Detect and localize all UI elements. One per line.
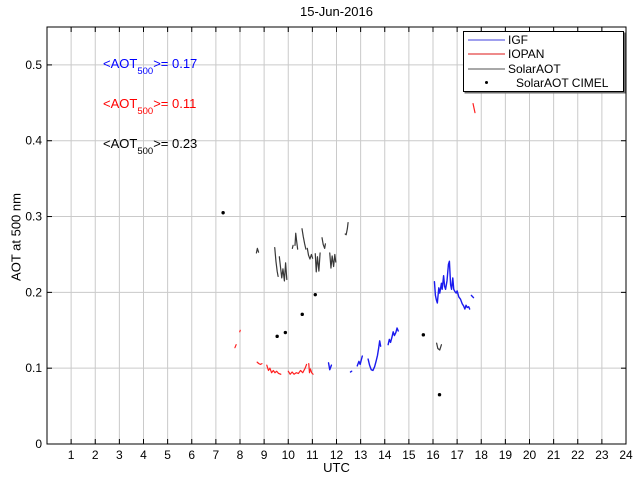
annotation-pre: <AOT: [103, 96, 138, 111]
legend-entry-solaraot-cimel: SolarAOT CIMEL: [464, 76, 623, 90]
annotation-pre: <AOT: [103, 56, 138, 71]
data-trace-igf: [356, 355, 364, 367]
data-point-solaraot-cimel: [221, 211, 225, 215]
dot-icon: [484, 81, 488, 85]
x-tick-label-13: 13: [354, 448, 368, 462]
data-trace-iopan: [308, 363, 314, 375]
x-tick-label-14: 14: [378, 448, 392, 462]
data-trace-igf: [349, 370, 353, 373]
x-tick-label-10: 10: [282, 448, 296, 462]
x-tick-label-9: 9: [261, 448, 268, 462]
data-trace-igf: [470, 294, 475, 299]
legend-entry-iopan: IOPAN: [464, 47, 623, 61]
data-trace-igf: [433, 260, 471, 310]
data-trace-solaraot: [301, 228, 307, 250]
x-tick-label-3: 3: [116, 448, 123, 462]
x-tick-label-15: 15: [402, 448, 416, 462]
data-trace-solaraot: [255, 247, 260, 254]
x-tick-label-4: 4: [140, 448, 147, 462]
annotation-post: >= 0.23: [153, 136, 198, 151]
x-tick-label-2: 2: [92, 448, 99, 462]
annotation-subscript: 500: [137, 145, 154, 157]
data-trace-solaraot: [291, 244, 294, 249]
x-tick-label-8: 8: [237, 448, 244, 462]
data-point-solaraot-cimel: [300, 312, 304, 317]
annotation-pre: <AOT: [103, 136, 138, 151]
x-tick-label-17: 17: [450, 448, 464, 462]
data-point-solaraot-cimel: [437, 393, 442, 397]
y-tick-label-0.2: 0.2: [25, 285, 42, 299]
data-trace-iopan: [287, 363, 308, 375]
x-tick-label-18: 18: [475, 448, 489, 462]
data-trace-igf: [327, 362, 333, 371]
line-icon: [467, 67, 505, 70]
legend-entry-solaraot: SolarAOT: [464, 62, 623, 76]
legend-entry-igf: IGF: [464, 33, 623, 47]
x-tick-label-1: 1: [68, 448, 75, 462]
data-point-solaraot-cimel: [275, 334, 279, 339]
y-axis-label: AOT at 500 nm: [8, 193, 24, 281]
data-trace-iopan: [266, 364, 282, 375]
data-trace-iopan: [234, 344, 237, 349]
x-tick-label-7: 7: [213, 448, 220, 462]
legend: IGF IOPAN SolarAOT SolarAOT CIMEL: [463, 31, 624, 92]
x-tick-label-24: 24: [619, 448, 633, 462]
data-trace-solaraot: [436, 342, 443, 351]
legend-line-icon-solaraot: [464, 67, 508, 70]
mean-aot-annotations: <AOT500>= 0.17 <AOT500>= 0.11 <AOT500>= 0.…: [103, 56, 243, 166]
mean-aot-annotation-1: <AOT500>= 0.11: [103, 96, 196, 117]
data-trace-iopan: [472, 102, 476, 114]
x-tick-label-23: 23: [595, 448, 609, 462]
data-point-solaraot-cimel: [421, 333, 426, 337]
x-tick-label-11: 11: [306, 448, 319, 462]
data-trace-igf: [387, 327, 399, 346]
y-tick-label-0.5: 0.5: [25, 58, 42, 72]
line-icon: [467, 39, 505, 42]
data-trace-solaraot: [278, 256, 288, 282]
x-tick-label-6: 6: [188, 448, 195, 462]
mean-aot-annotation-2: <AOT500>= 0.23: [103, 136, 197, 157]
legend-line-icon-iopan: [464, 53, 508, 56]
data-trace-igf: [367, 340, 382, 372]
x-tick-label-19: 19: [499, 448, 513, 462]
chart-title: 15-Jun-2016: [300, 4, 373, 19]
annotation-post: >= 0.17: [153, 56, 198, 71]
x-tick-label-21: 21: [547, 448, 561, 462]
x-tick-label-5: 5: [164, 448, 171, 462]
y-tick-label-0: 0: [35, 437, 42, 451]
legend-label-igf: IGF: [508, 33, 528, 48]
mean-aot-annotation-0: <AOT500>= 0.17: [103, 56, 197, 77]
y-tick-label-0.4: 0.4: [25, 134, 42, 148]
legend-label-solaraot-cimel: SolarAOT CIMEL: [516, 75, 609, 90]
x-tick-label-12: 12: [330, 448, 344, 462]
legend-label-solaraot: SolarAOT: [508, 61, 561, 76]
legend-marker-icon-solaraot-cimel: [464, 81, 508, 85]
annotation-subscript: 500: [137, 105, 154, 117]
annotation-post: >= 0.11: [153, 96, 197, 111]
data-trace-solaraot: [274, 247, 279, 278]
data-trace-solaraot: [294, 232, 299, 250]
data-trace-solaraot: [306, 247, 314, 260]
data-trace-solaraot: [314, 252, 321, 273]
legend-line-icon-igf: [464, 39, 508, 42]
line-icon: [467, 53, 505, 56]
x-axis-label: UTC: [323, 460, 350, 475]
data-trace-solaraot: [329, 252, 337, 269]
x-tick-label-22: 22: [571, 448, 585, 462]
y-tick-label-0.3: 0.3: [25, 210, 42, 224]
data-trace-iopan: [256, 361, 263, 365]
data-trace-solaraot: [321, 237, 327, 249]
x-tick-label-20: 20: [523, 448, 537, 462]
data-point-solaraot-cimel: [283, 330, 288, 335]
annotation-subscript: 500: [137, 65, 154, 77]
x-tick-label-16: 16: [426, 448, 440, 462]
y-tick-label-0.1: 0.1: [25, 361, 42, 375]
data-trace-solaraot: [344, 222, 349, 236]
data-point-solaraot-cimel: [313, 292, 317, 297]
legend-label-iopan: IOPAN: [508, 47, 545, 62]
